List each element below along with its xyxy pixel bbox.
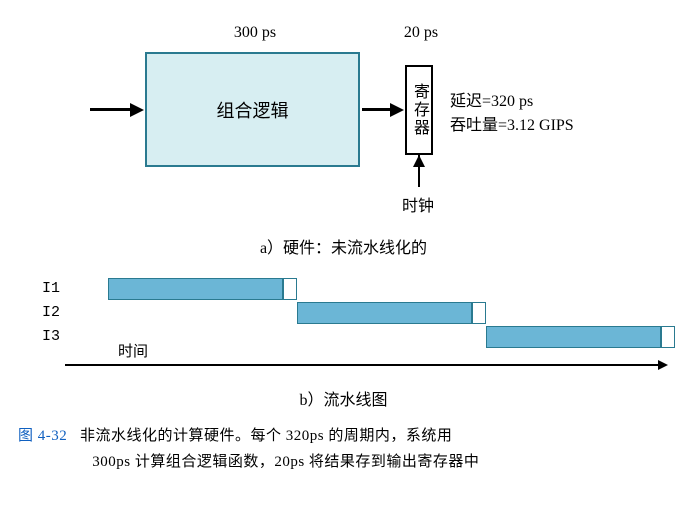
metrics-text: 延迟=320 ps 吞吐量=3.12 GIPS [450,90,574,138]
caption-b: b）流水线图 [10,386,677,410]
input-arrow-line [90,108,132,111]
figure-text-1: 非流水线化的计算硬件。每个 320ps 的周期内，系统用 [80,428,452,444]
register-box: 寄存器 [405,65,433,155]
figure-text-2: 300ps 计算组合逻辑函数，20ps 将结果存到输出寄存器中 [92,454,479,470]
row-label-I2: I2 [42,304,60,321]
row-label-I3: I3 [42,328,60,345]
input-arrow-head [130,103,144,117]
combinational-logic-box: 组合逻辑 [145,52,360,167]
register-delay-label: 20 ps [396,24,446,42]
timeline-arrow [658,360,668,370]
latency-text: 延迟=320 ps [450,90,574,114]
register-label: 寄存器 [407,83,431,137]
reg-segment [283,278,297,300]
reg-segment [661,326,675,348]
combo-delay-label: 300 ps [215,24,295,42]
combo-label: 组合逻辑 [217,97,289,123]
stage-bar [297,302,472,324]
clock-label: 时钟 [402,192,434,216]
caption-a: a）硬件：未流水线化的 [10,234,677,258]
stage-bar [108,278,283,300]
pipeline-diagram: 时间 I1 I2 I3 [10,272,677,382]
stage-bar [486,326,661,348]
row-label-I1: I1 [42,280,60,297]
figure-number: 图 4-32 [18,428,67,444]
mid-arrow-head [390,103,404,117]
timeline [65,364,660,366]
time-axis-label: 时间 [118,340,148,361]
clock-arrow [413,155,425,167]
figure-caption: 图 4-32 非流水线化的计算硬件。每个 320ps 的周期内，系统用 300p… [10,424,677,475]
hardware-diagram: 300 ps 20 ps 组合逻辑 寄存器 时钟 延迟=320 ps 吞吐量=3… [10,10,677,230]
reg-segment [472,302,486,324]
mid-arrow-line [362,108,392,111]
throughput-text: 吞吐量=3.12 GIPS [450,114,574,138]
